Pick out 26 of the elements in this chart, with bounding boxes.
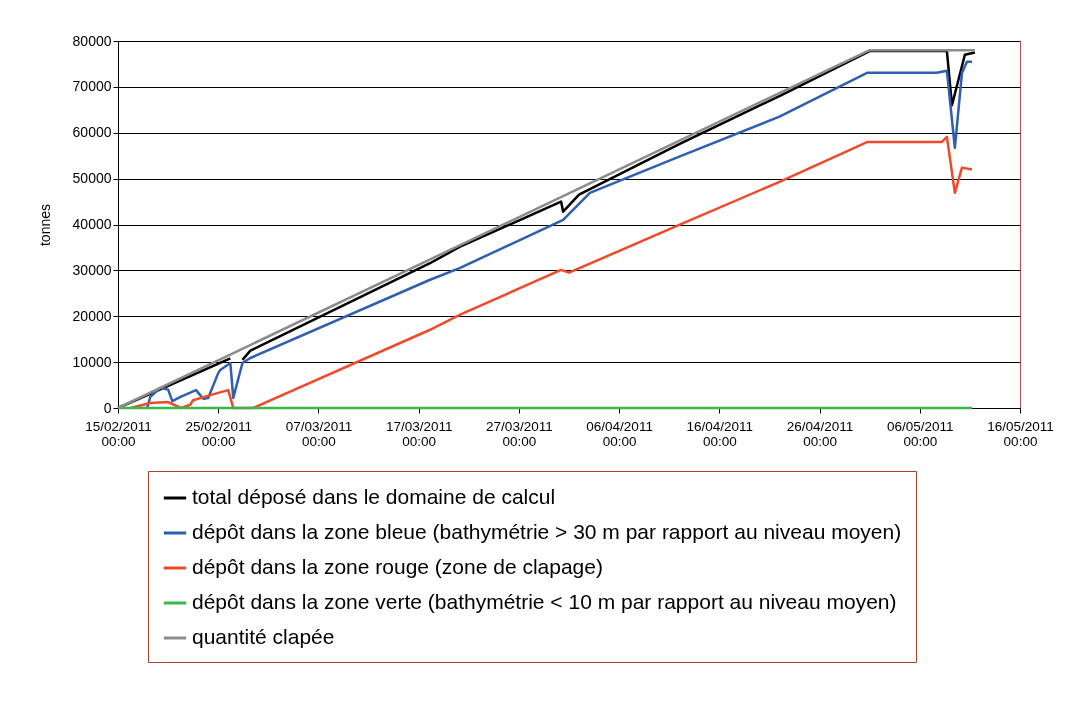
legend-label: dépôt dans la zone bleue (bathymétrie > 30 m par rapport au niveau moyen) — [192, 520, 902, 543]
y-tick-label: 80000 — [72, 32, 112, 49]
line-series — [129, 135, 974, 410]
x-tick-label: 27/03/2011 00:00 — [486, 418, 553, 449]
x-tick-label: 25/02/2011 00:00 — [185, 418, 253, 449]
y-tick-label: 70000 — [72, 78, 112, 95]
y-tick-label: 20000 — [72, 307, 112, 324]
y-axis-title: tonnes — [36, 203, 53, 247]
x-tick-label: 16/05/2011 00:00 — [987, 418, 1054, 449]
x-tick-label: 16/04/2011 00:00 — [686, 418, 754, 449]
x-tick-label: 06/05/2011 00:00 — [886, 418, 954, 449]
x-tick-label: 17/03/2011 00:00 — [385, 418, 453, 449]
legend-label: dépôt dans la zone rouge (zone de clapage) — [192, 555, 603, 578]
legend-label: dépôt dans la zone verte (bathymétrie < 10 m par rapport au niveau moyen) — [192, 590, 897, 613]
x-tick-label: 06/04/2011 00:00 — [586, 418, 653, 449]
y-tick-label: 50000 — [72, 170, 112, 187]
y-tick-label: 40000 — [72, 216, 112, 232]
x-tick-label: 07/03/2011 00:00 — [285, 418, 353, 449]
legend-label: quantité clapée — [192, 625, 335, 648]
legend-label: total déposé dans le domaine de calcul — [192, 485, 556, 508]
x-tick-label: 15/02/2011 00:00 — [85, 418, 152, 449]
x-tick-label: 26/04/2011 00:00 — [786, 418, 854, 449]
y-tick-label: 0 — [103, 399, 112, 416]
y-tick-label: 60000 — [72, 124, 112, 141]
y-tick-label: 30000 — [72, 261, 112, 278]
y-tick-label: 10000 — [72, 353, 112, 370]
